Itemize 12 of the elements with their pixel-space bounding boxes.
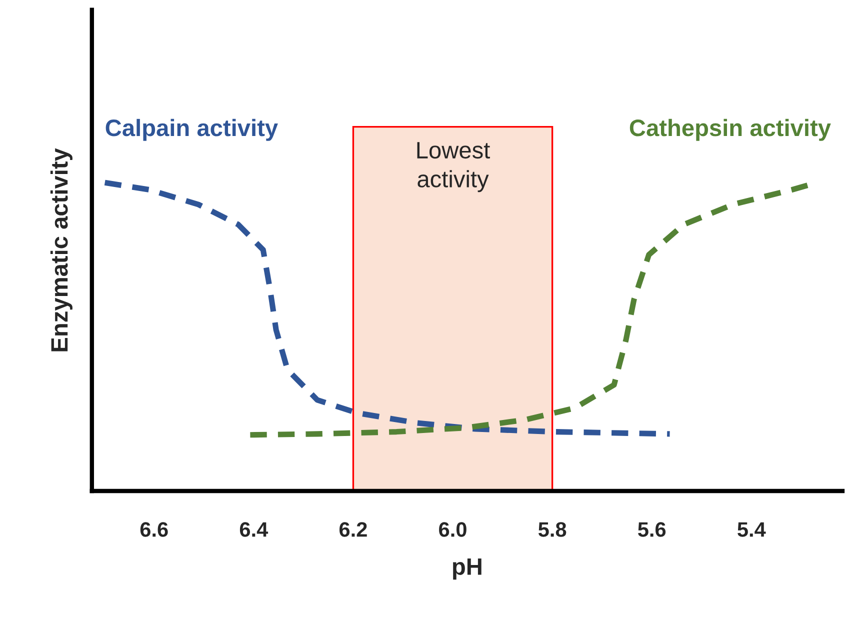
x-tick-label: 5.6 xyxy=(638,522,666,537)
x-tick-label: 6.6 xyxy=(140,522,168,537)
series-label: Calpain activity xyxy=(106,118,278,141)
series-label: Cathepsin activity xyxy=(630,118,831,141)
band-label: Lowest activity xyxy=(417,142,490,192)
x-tick-label: 6.0 xyxy=(439,522,466,537)
x-tick-label: 6.4 xyxy=(240,522,268,537)
x-tick-label: 5.4 xyxy=(738,522,766,537)
x-axis-title: pH xyxy=(453,558,482,580)
y-axis-title: Enzymatic activity xyxy=(50,148,72,352)
x-tick-label: 5.8 xyxy=(538,522,566,537)
x-tick-label: 6.2 xyxy=(340,522,367,537)
